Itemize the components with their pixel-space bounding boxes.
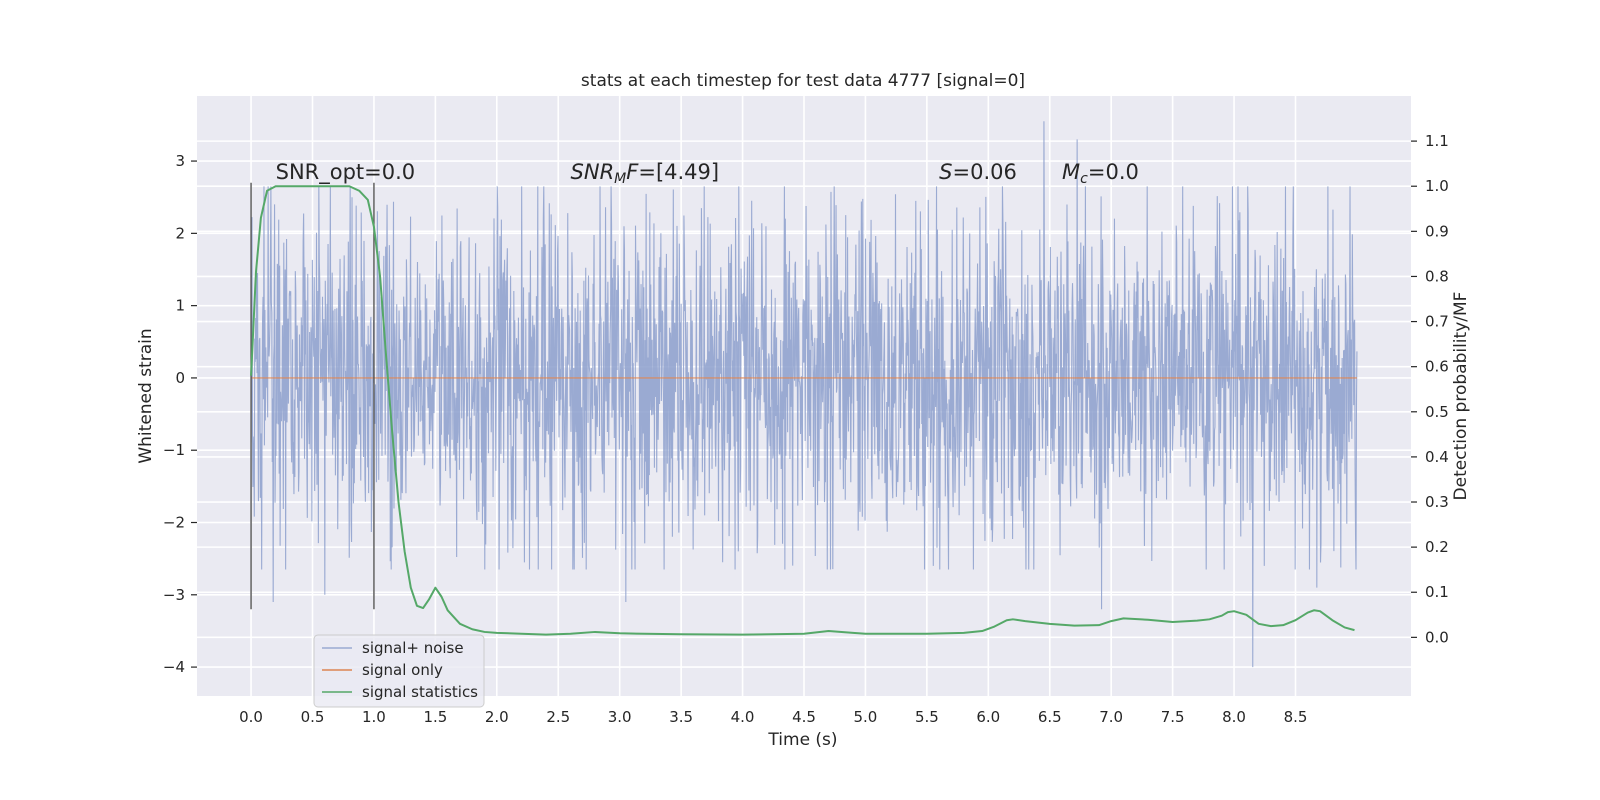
series-layer — [250, 121, 1358, 668]
legend-label-signal-noise: signal+ noise — [362, 639, 464, 657]
x-tick-label: 4.0 — [731, 708, 755, 726]
y2-tick-label: 0.7 — [1425, 313, 1449, 331]
x-tick-label: 0.0 — [239, 708, 263, 726]
x-axis-label: Time (s) — [767, 730, 837, 750]
x-tick-label: 4.5 — [792, 708, 816, 726]
x-tick-label: 6.0 — [976, 708, 1000, 726]
legend-box — [313, 634, 485, 708]
annotation-snr-mf: SNRMF=[4.49] — [571, 160, 720, 187]
y2-tick-label: 1.0 — [1425, 177, 1449, 195]
x-tick-label: 3.0 — [608, 708, 632, 726]
y2-tick-label: 0.4 — [1425, 448, 1449, 466]
x-tick-label: 2.5 — [546, 708, 570, 726]
y-tick-label: 3 — [175, 152, 185, 170]
x-tick-label: 7.5 — [1161, 708, 1185, 726]
y-tick-label: 1 — [175, 297, 185, 315]
y-tick-label: −1 — [163, 441, 185, 459]
x-tick-label: 5.0 — [854, 708, 878, 726]
annotation-mc-value: Mc=0.0 — [1062, 160, 1139, 187]
y-axis-label: Whitened strain — [136, 328, 156, 463]
y-tick-label: 0 — [175, 369, 185, 387]
y2-tick-label: 0.8 — [1425, 267, 1449, 285]
y2-tick-label: 0.6 — [1425, 358, 1449, 376]
y-tick-label: −2 — [163, 514, 185, 532]
y-tick-label: 2 — [175, 224, 185, 242]
legend-label-signal-statistics: signal statistics — [362, 683, 478, 701]
y2-tick-label: 1.1 — [1425, 132, 1449, 150]
y2-tick-label: 0.2 — [1425, 538, 1449, 556]
x-tick-label: 8.5 — [1284, 708, 1308, 726]
y2-tick-label: 0.5 — [1425, 403, 1449, 421]
series-signal-statistics-line — [250, 185, 1355, 636]
y2-tick-label: 0.3 — [1425, 493, 1449, 511]
y2-tick-label: 0.1 — [1425, 583, 1449, 601]
x-tick-label: 3.5 — [669, 708, 693, 726]
y2-tick-label: 0.9 — [1425, 222, 1449, 240]
annotation-s-value: S=0.06 — [939, 160, 1017, 184]
legend-label-signal-only: signal only — [362, 661, 443, 679]
series-signal-noise-line — [250, 121, 1358, 668]
y2-axis-label: Detection probability/MF — [1451, 292, 1471, 501]
y-tick-label: −3 — [163, 586, 185, 604]
annotations: SNR_opt=0.0 SNRMF=[4.49] S=0.06 Mc=0.0 — [276, 160, 1139, 187]
annotation-snr-opt: SNR_opt=0.0 — [276, 160, 416, 185]
x-tick-label: 7.0 — [1099, 708, 1123, 726]
x-tick-label: 8.0 — [1222, 708, 1246, 726]
x-tick-label: 1.5 — [423, 708, 447, 726]
legend: signal+ noise signal only signal statist… — [313, 634, 485, 708]
x-tick-label: 5.5 — [915, 708, 939, 726]
x-tick-label: 6.5 — [1038, 708, 1062, 726]
y2-tick-label: 0.0 — [1425, 628, 1449, 646]
tick-labels: 0.0 0.5 1.0 1.5 2.0 2.5 3.0 3.5 4.0 4.5 5.0 5.5 6.0 6… — [163, 132, 1449, 726]
y-tick-label: −4 — [163, 658, 185, 676]
x-tick-label: 1.0 — [362, 708, 386, 726]
chart-title: stats at each timestep for test data 477… — [581, 71, 1025, 91]
x-tick-label: 0.5 — [301, 708, 325, 726]
x-tick-label: 2.0 — [485, 708, 509, 726]
